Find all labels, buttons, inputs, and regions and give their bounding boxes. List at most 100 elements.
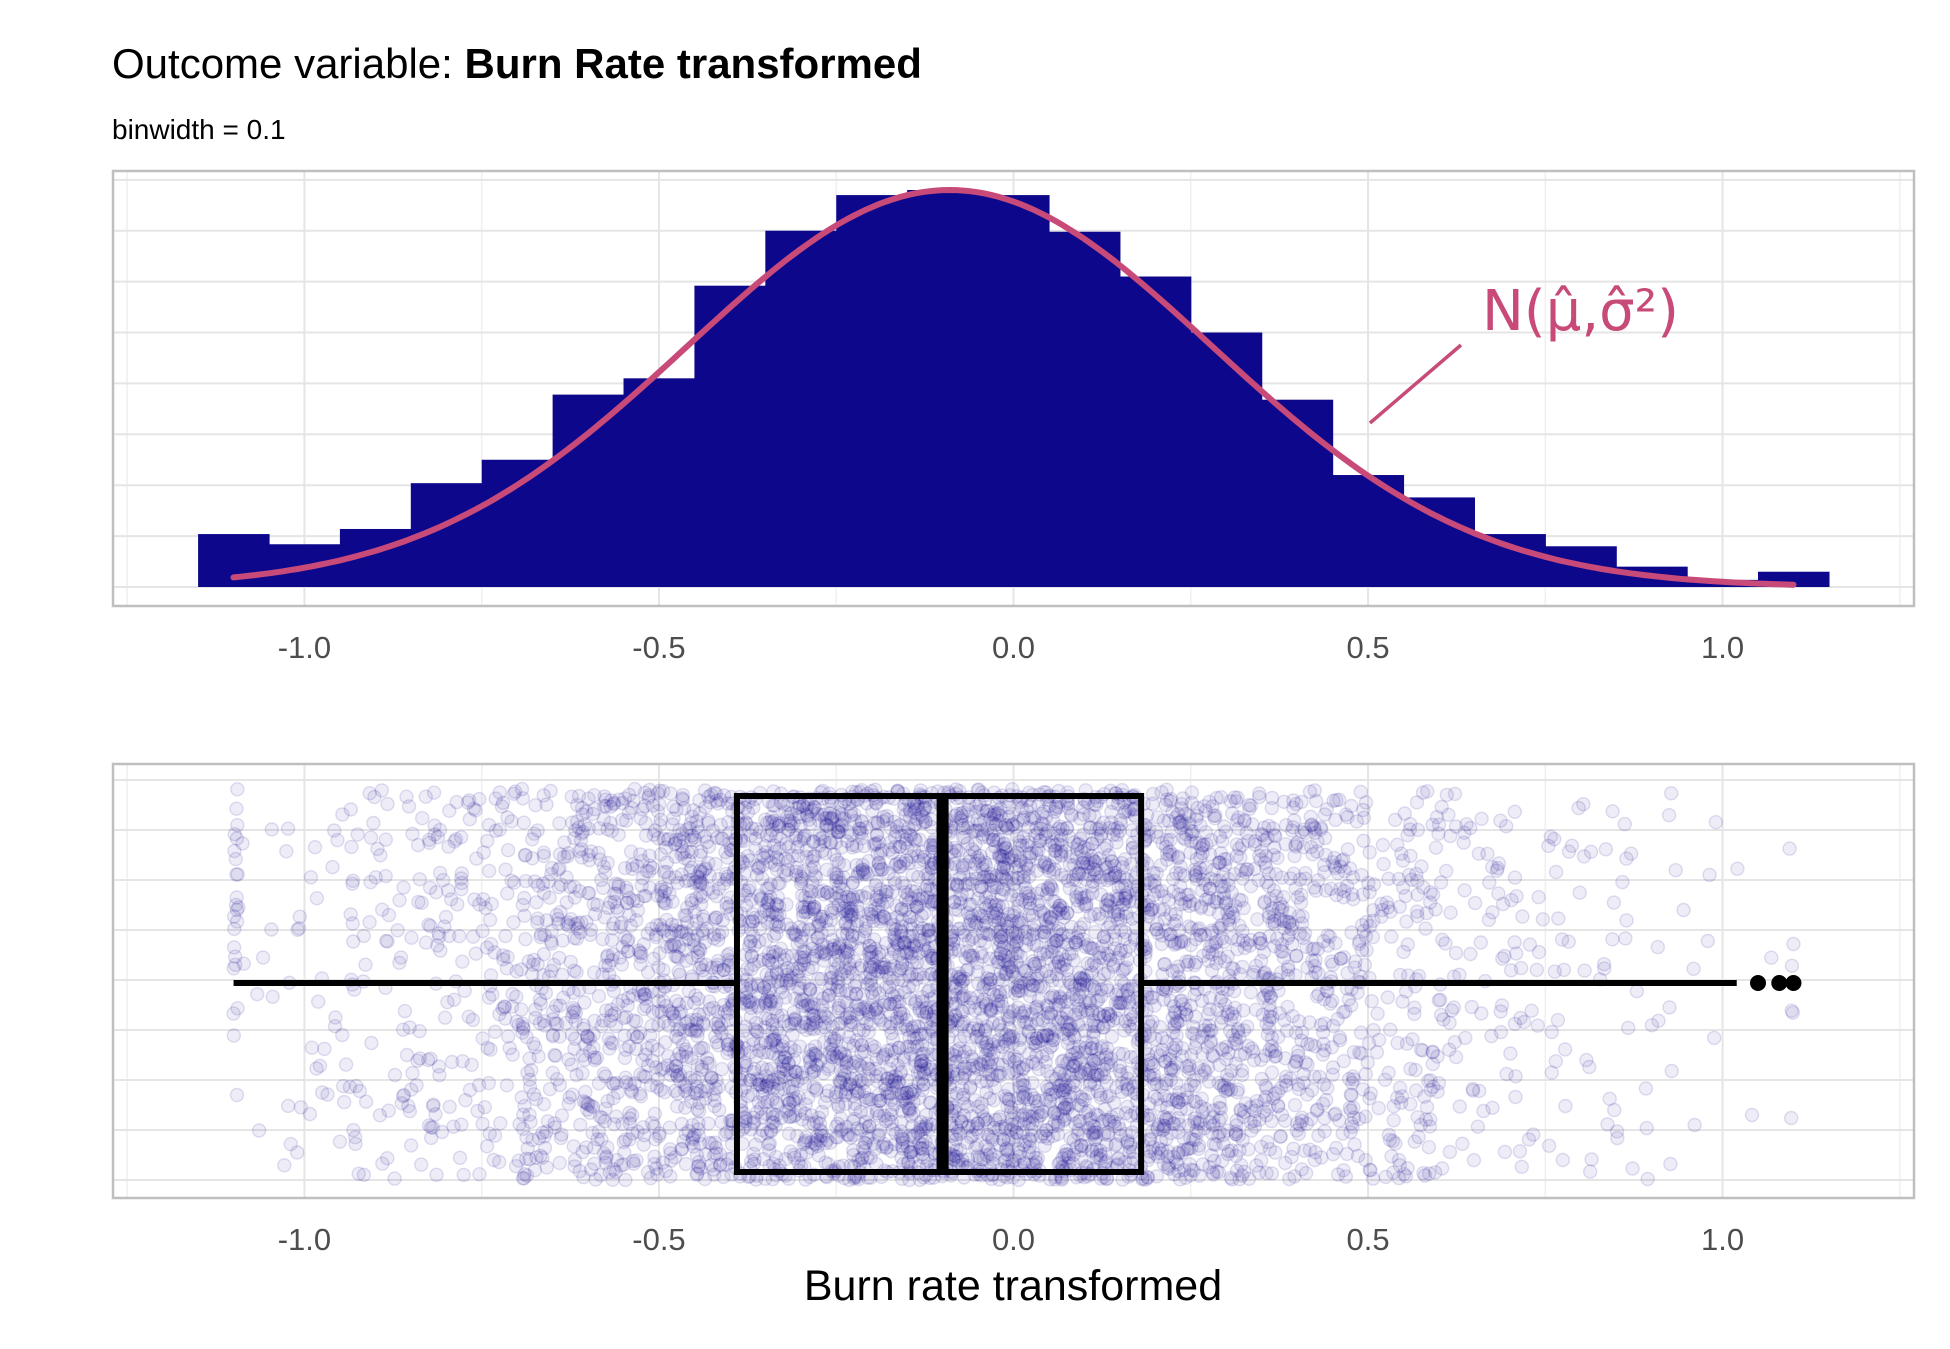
jitter-point: [906, 1031, 922, 1046]
jitter-point: [1386, 1165, 1401, 1180]
jitter-point: [542, 890, 557, 905]
jitter-point: [849, 974, 864, 989]
jitter-point: [501, 1029, 516, 1044]
jitter-point: [1039, 919, 1054, 934]
jitter-point: [588, 1172, 603, 1187]
jitter-point: [1159, 782, 1174, 797]
jitter-point: [1185, 1019, 1201, 1035]
jitter-point: [781, 1102, 797, 1117]
jitter-point: [1600, 1117, 1615, 1132]
jitter-point: [1191, 921, 1207, 936]
jitter-point: [1179, 1007, 1194, 1022]
jitter-point: [804, 1007, 819, 1022]
jitter-point: [483, 936, 499, 952]
jitter-point: [1457, 883, 1472, 898]
jitter-point: [599, 1003, 614, 1018]
jitter-point: [1076, 855, 1091, 870]
jitter-point: [708, 1140, 724, 1155]
jitter-point: [805, 1000, 821, 1015]
jitter-point: [1106, 1095, 1122, 1111]
jitter-point: [456, 1167, 471, 1183]
jitter-point: [454, 1117, 469, 1132]
jitter-point: [536, 848, 551, 864]
jitter-point: [1058, 952, 1073, 967]
jitter-point: [390, 923, 405, 938]
jitter-point: [1332, 1032, 1348, 1048]
jitter-point: [1392, 899, 1408, 914]
jitter-point: [1419, 1099, 1435, 1115]
jitter-point: [437, 1010, 453, 1025]
jitter-point: [1093, 828, 1109, 844]
jitter-point: [770, 1039, 785, 1055]
jitter-point: [746, 1156, 762, 1172]
jitter-point: [951, 943, 966, 958]
jitter-point: [1353, 784, 1369, 800]
jitter-point: [987, 913, 1002, 928]
jitter-point: [906, 1039, 922, 1055]
jitter-point: [1190, 800, 1205, 816]
jitter-point: [1289, 948, 1304, 963]
jitter-point: [487, 1024, 503, 1040]
jitter-point: [790, 936, 805, 952]
jitter-point: [668, 1029, 684, 1044]
jitter-point: [606, 984, 622, 999]
jitter-point: [707, 1135, 723, 1150]
jitter-point: [1503, 1046, 1518, 1061]
jitter-point: [345, 916, 360, 931]
jitter-point: [675, 792, 691, 807]
jitter-point: [621, 1039, 637, 1054]
jitter-point: [606, 916, 621, 931]
jitter-point: [1277, 1155, 1293, 1171]
jitter-point: [569, 965, 584, 980]
jitter-point: [495, 795, 511, 810]
jitter-point: [1012, 979, 1027, 995]
histogram-bar: [836, 195, 908, 588]
jitter-point: [1535, 912, 1551, 927]
jitter-point: [1609, 1124, 1625, 1139]
jitter-point: [499, 1078, 515, 1093]
jitter-point: [1456, 835, 1471, 850]
jitter-point: [1084, 836, 1100, 852]
jitter-point: [452, 928, 467, 944]
jitter-point: [412, 872, 427, 887]
jitter-point: [738, 947, 753, 963]
jitter-point: [772, 947, 787, 962]
jitter-point: [633, 1067, 648, 1082]
jitter-point: [1786, 936, 1801, 952]
jitter-point: [910, 1125, 926, 1140]
jitter-point: [743, 977, 758, 992]
jitter-point: [255, 950, 271, 965]
jitter-point: [1629, 984, 1645, 999]
jitter-point: [330, 832, 345, 848]
jitter-point: [854, 831, 870, 846]
jitter-point: [980, 976, 995, 991]
jitter-point: [669, 993, 684, 1009]
jitter-point: [1173, 820, 1189, 836]
jitter-point: [1149, 866, 1165, 881]
jitter-point: [529, 895, 544, 910]
jitter-point: [983, 1146, 998, 1162]
jitter-point: [604, 933, 619, 948]
jitter-point: [482, 912, 498, 928]
jitter-point: [1561, 844, 1577, 859]
jitter-point: [686, 921, 701, 936]
jitter-point: [335, 1027, 350, 1043]
jitter-point: [1040, 880, 1056, 895]
jitter-point: [759, 902, 774, 917]
jitter-point: [1463, 946, 1478, 962]
jitter-point: [597, 910, 612, 925]
jitter-point: [230, 1001, 245, 1016]
jitter-point: [517, 890, 532, 906]
jitter-point: [1047, 959, 1063, 974]
jitter-point: [1582, 1164, 1598, 1179]
jitter-point: [1730, 861, 1745, 876]
jitter-point: [1366, 1022, 1381, 1038]
jitter-point: [637, 798, 653, 814]
jitter-point: [999, 873, 1014, 889]
jitter-point: [1418, 921, 1433, 936]
jitter-point: [644, 984, 659, 999]
jitter-point: [1430, 1084, 1445, 1099]
jitter-point: [1495, 896, 1511, 912]
jitter-point: [981, 1052, 996, 1068]
jitter-point: [758, 1035, 773, 1050]
